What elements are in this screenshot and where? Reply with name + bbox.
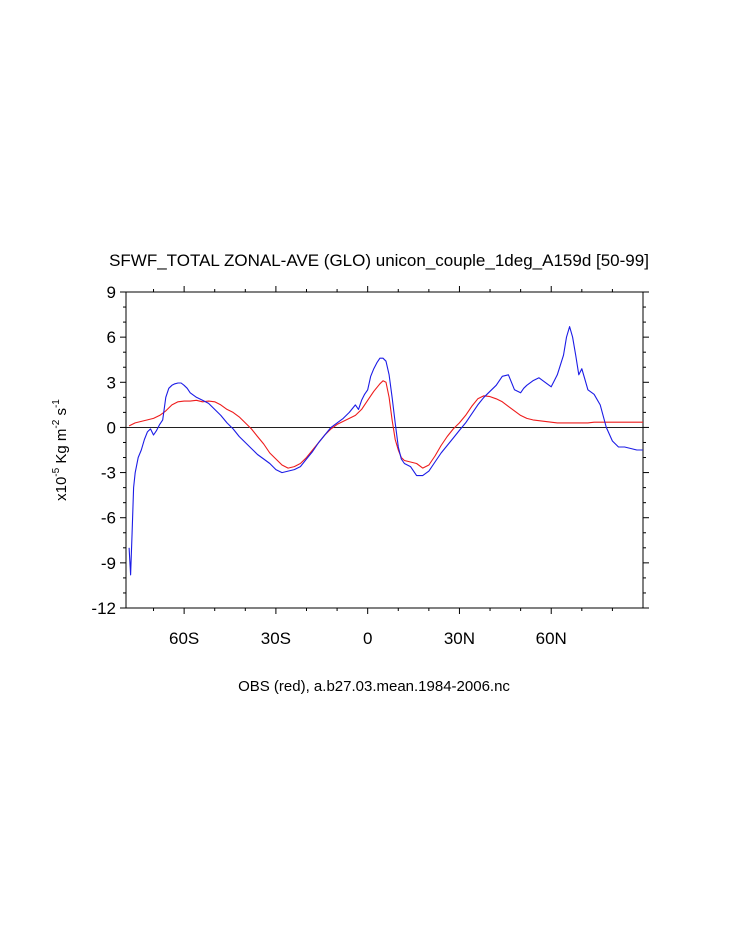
x-tick-label: 0 xyxy=(363,629,372,648)
y-label-exp3: -1 xyxy=(51,399,62,408)
y-tick-label: -9 xyxy=(101,554,116,573)
plot-frame xyxy=(125,291,644,609)
x-tick-label: 30N xyxy=(444,629,475,648)
model-series-line xyxy=(128,326,643,576)
y-label-prefix: x10 xyxy=(53,477,70,501)
y-tick-label: -6 xyxy=(101,509,116,528)
y-label-unit2: s xyxy=(53,408,70,420)
obs-series-line xyxy=(128,380,643,469)
y-axis-label: x10-5 Kg m-2 s-1 xyxy=(51,399,70,501)
y-tick-labels: 9 6 3 0 -3 -6 -9 -12 xyxy=(91,283,116,618)
y-tick-label: 6 xyxy=(107,328,116,347)
x-tick-label: 60S xyxy=(169,629,199,648)
y-label-unit1: Kg m xyxy=(53,429,70,468)
y-tick-label: 0 xyxy=(107,418,116,437)
series-group xyxy=(128,326,643,576)
y-tick-label: -3 xyxy=(101,464,116,483)
chart-subtitle: OBS (red), a.b27.03.mean.1984-2006.nc xyxy=(238,678,510,695)
y-tick-label: 9 xyxy=(107,283,116,302)
minor-ticks xyxy=(123,289,646,611)
chart-title: SFWF_TOTAL ZONAL-AVE (GLO) unicon_couple… xyxy=(109,251,649,270)
x-tick-label: 30S xyxy=(261,629,291,648)
plot-area xyxy=(120,286,649,614)
y-tick-label: 3 xyxy=(107,373,116,392)
y-tick-label: -12 xyxy=(91,599,116,618)
y-label-exp2: -2 xyxy=(51,419,62,428)
x-tick-labels: 60S 30S 0 30N 60N xyxy=(169,629,567,648)
major-ticks xyxy=(120,286,649,614)
x-tick-label: 60N xyxy=(536,629,567,648)
y-label-exp: -5 xyxy=(51,467,62,476)
